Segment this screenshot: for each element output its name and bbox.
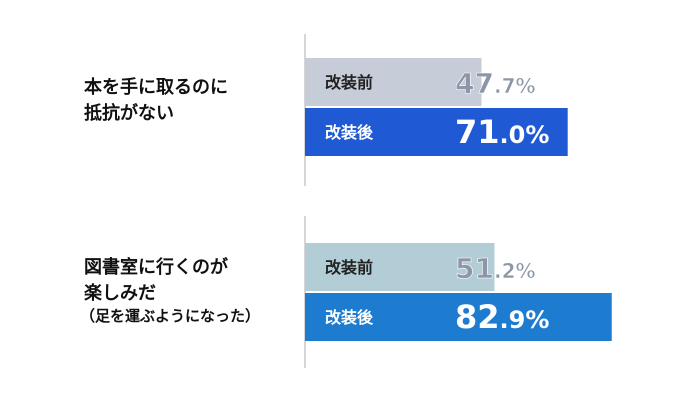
bar-before (305, 58, 482, 106)
category-label: 抵抗がない (84, 102, 174, 124)
series-label: 改装前 (325, 73, 373, 92)
data-label: 51.2% (455, 252, 536, 285)
series-label: 改装後 (325, 123, 374, 142)
category-note: （足を運ぶようになった） (80, 307, 260, 325)
data-label: 47.7% (455, 67, 536, 100)
bar-after (305, 293, 612, 341)
category-label: 本を手に取るのに (84, 76, 228, 98)
series-label: 改装後 (325, 308, 374, 327)
series-label: 改装前 (325, 258, 373, 277)
category-label: 図書室に行くのが (84, 256, 228, 278)
bar-before (305, 243, 495, 291)
data-label: 82.9% (455, 298, 549, 336)
data-label: 71.0% (455, 113, 549, 151)
bar-after (305, 108, 568, 156)
category-label: 楽しみだ (84, 282, 156, 304)
